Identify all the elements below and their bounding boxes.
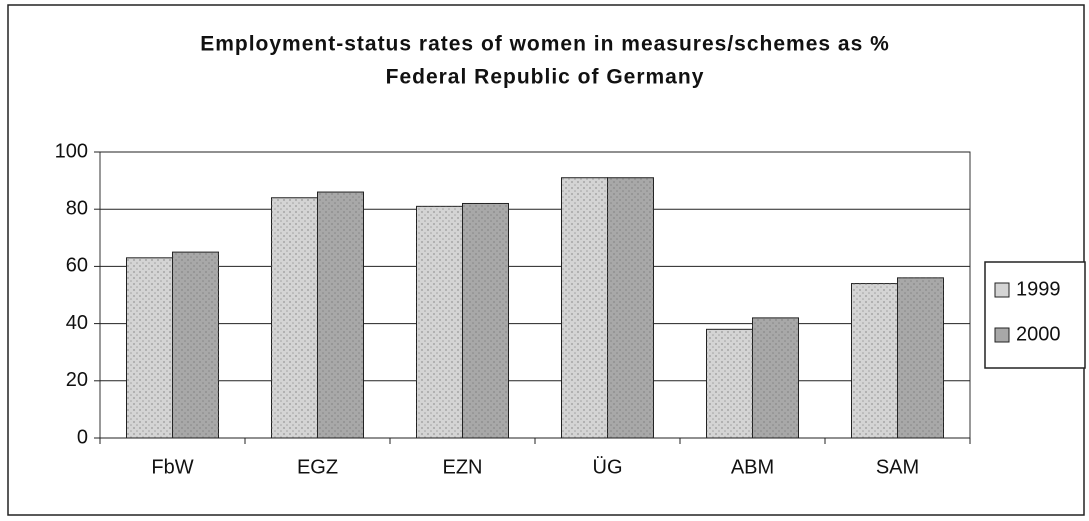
- bar-texture: [851, 283, 898, 438]
- bar-texture: [897, 277, 944, 438]
- legend-box: [984, 261, 1086, 369]
- bar-texture: [271, 197, 318, 438]
- bar-texture: [607, 177, 654, 439]
- x-tick-label: ABM: [731, 456, 774, 478]
- legend-label: 1999: [1016, 278, 1061, 300]
- bar-texture: [561, 177, 608, 439]
- bar-texture: [752, 317, 799, 438]
- legend-label: 2000: [1016, 323, 1061, 345]
- y-tick-label: 20: [66, 369, 88, 391]
- plot-area: [99, 151, 971, 439]
- chart-subtitle: Federal Republic of Germany: [386, 66, 705, 89]
- x-tick-label: FbW: [151, 456, 193, 478]
- legend-swatch: [994, 327, 1010, 343]
- bar-texture: [126, 257, 173, 438]
- y-tick-label: 100: [55, 140, 88, 162]
- x-tick-label: ÜG: [593, 456, 623, 478]
- chart-frame: [7, 4, 1085, 516]
- y-tick-label: 0: [77, 426, 88, 448]
- bar-texture: [317, 192, 364, 438]
- x-tick-label: SAM: [876, 456, 919, 478]
- y-tick-label: 40: [66, 312, 88, 334]
- bar-texture: [462, 203, 509, 438]
- chart-title: Employment-status rates of women in meas…: [200, 33, 890, 56]
- x-tick-label: EZN: [443, 456, 483, 478]
- y-tick-label: 60: [66, 255, 88, 277]
- bar-texture: [416, 206, 463, 438]
- y-tick-label: 80: [66, 197, 88, 219]
- legend-swatch: [994, 282, 1010, 298]
- bar-texture: [172, 252, 219, 438]
- bar-texture: [706, 329, 753, 438]
- x-tick-label: EGZ: [297, 456, 338, 478]
